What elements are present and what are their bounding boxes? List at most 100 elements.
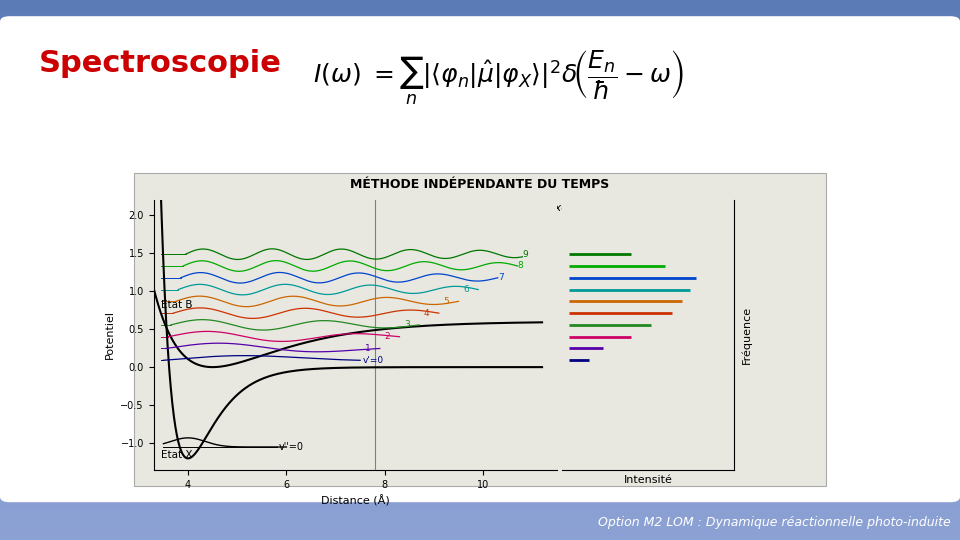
Bar [0, 513, 960, 518]
Bar [0, 400, 960, 405]
Bar [0, 81, 960, 86]
Bar [0, 437, 960, 443]
Text: Exemple de l’absorption du complexe Hg-Ar: Exemple de l’absorption du complexe Hg-A… [357, 202, 603, 213]
Bar [0, 11, 960, 16]
Bar [0, 373, 960, 378]
Bar [0, 92, 960, 97]
Bar [0, 38, 960, 43]
Bar [0, 254, 960, 259]
Bar [0, 319, 960, 324]
Bar [0, 0, 960, 5]
Bar [0, 497, 960, 502]
Bar [0, 475, 960, 481]
Bar [0, 130, 960, 135]
Bar [0, 486, 960, 491]
Bar [0, 157, 960, 162]
Bar [0, 178, 960, 184]
Bar [0, 394, 960, 400]
Bar [0, 302, 960, 308]
Bar [0, 270, 960, 275]
Bar [0, 335, 960, 340]
Text: v'=0: v'=0 [363, 356, 384, 365]
Text: MÉTHODE INDÉPENDANTE DU TEMPS: MÉTHODE INDÉPENDANTE DU TEMPS [350, 178, 610, 191]
Bar [0, 5, 960, 11]
Bar [0, 205, 960, 211]
Text: 3: 3 [404, 320, 410, 329]
Y-axis label: Potentiel: Potentiel [105, 310, 115, 359]
Bar [0, 356, 960, 362]
Text: 9: 9 [522, 249, 528, 259]
Bar [0, 189, 960, 194]
Bar [0, 103, 960, 108]
Bar [0, 297, 960, 302]
Bar [0, 238, 960, 243]
Bar [0, 340, 960, 346]
Y-axis label: Fréquence: Fréquence [741, 306, 752, 364]
Text: 7: 7 [498, 273, 504, 282]
Bar [0, 378, 960, 383]
Text: 2: 2 [385, 332, 391, 341]
Bar [0, 232, 960, 238]
Bar [0, 243, 960, 248]
Bar [0, 535, 960, 540]
Bar [0, 135, 960, 140]
Bar [0, 146, 960, 151]
Text: 4: 4 [424, 309, 430, 318]
Bar [0, 292, 960, 297]
Text: Etat X: Etat X [161, 450, 192, 460]
Bar [0, 308, 960, 313]
Bar [0, 227, 960, 232]
Bar [0, 43, 960, 49]
Bar [0, 432, 960, 437]
Bar [0, 454, 960, 459]
Bar [0, 313, 960, 319]
Text: $I(\omega) \ = \sum_{n} |\langle\varphi_n|\hat{\mu}|\varphi_X\rangle|^2 \delta\!: $I(\omega) \ = \sum_{n} |\langle\varphi_… [314, 49, 684, 107]
Bar [0, 173, 960, 178]
Bar [0, 470, 960, 475]
Text: 5: 5 [444, 297, 449, 306]
Bar [0, 329, 960, 335]
Text: Etat B: Etat B [161, 300, 192, 310]
Bar [0, 481, 960, 486]
Bar [0, 518, 960, 524]
X-axis label: Intensité: Intensité [624, 475, 672, 485]
Bar [0, 383, 960, 389]
Bar [0, 184, 960, 189]
Bar [0, 49, 960, 54]
Bar [0, 140, 960, 146]
Bar [0, 194, 960, 200]
Text: 6: 6 [464, 285, 469, 294]
Bar [0, 54, 960, 59]
Bar [0, 167, 960, 173]
Bar [0, 97, 960, 103]
Text: 8: 8 [517, 261, 523, 271]
Bar [0, 76, 960, 81]
Bar [0, 216, 960, 221]
Bar [0, 221, 960, 227]
Text: Option M2 LOM : Dynamique réactionnelle photo-induite: Option M2 LOM : Dynamique réactionnelle … [598, 516, 950, 529]
Text: Spectroscopie: Spectroscopie [38, 49, 281, 78]
Bar [0, 200, 960, 205]
Bar [0, 389, 960, 394]
Bar [0, 508, 960, 513]
Bar [0, 416, 960, 421]
Bar [0, 151, 960, 157]
Bar [134, 173, 826, 486]
Bar [0, 162, 960, 167]
Text: v''=0: v''=0 [279, 442, 304, 452]
Bar [0, 405, 960, 410]
Bar [0, 459, 960, 464]
Bar [0, 324, 960, 329]
Bar [0, 211, 960, 216]
Bar [0, 65, 960, 70]
Bar [0, 59, 960, 65]
Bar [0, 346, 960, 351]
Bar [0, 86, 960, 92]
Bar [0, 529, 960, 535]
Bar [0, 16, 960, 22]
Bar [0, 491, 960, 497]
Bar [0, 286, 960, 292]
Bar [0, 524, 960, 529]
Bar [0, 113, 960, 119]
Text: 1: 1 [365, 344, 371, 353]
